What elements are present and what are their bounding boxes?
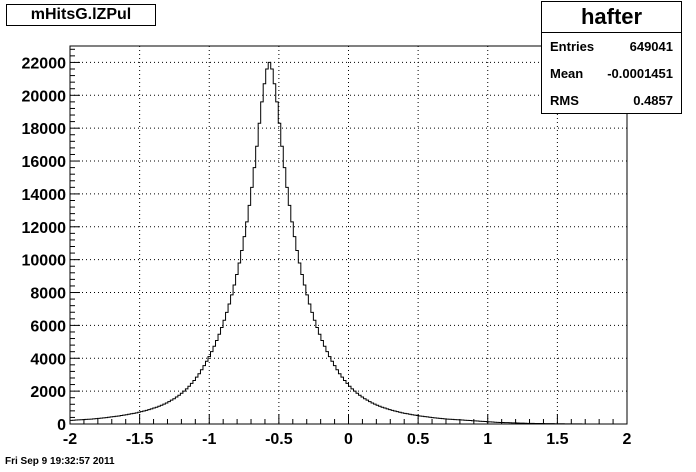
- mean-value: -0.0001451: [607, 66, 673, 81]
- x-tick-label: -0.5: [265, 431, 293, 448]
- stats-box: hafter Entries 649041 Mean -0.0001451 RM…: [541, 1, 682, 114]
- plot-frame: [69, 45, 628, 425]
- y-tick-label: 20000: [22, 88, 67, 105]
- x-tick-label: 0.5: [407, 431, 429, 448]
- x-tick-label: 0: [344, 431, 353, 448]
- x-tick-label: -2: [63, 431, 77, 448]
- y-tick-label: 16000: [22, 154, 67, 171]
- y-tick-label: 2000: [30, 384, 66, 401]
- y-tick-label: 0: [57, 417, 66, 434]
- entries-value: 649041: [629, 39, 673, 54]
- y-tick-label: 10000: [22, 253, 67, 270]
- rms-label: RMS: [550, 93, 579, 108]
- grid-lines: [70, 46, 627, 424]
- stats-title: hafter: [542, 2, 681, 33]
- x-tick-label: -1.5: [126, 431, 154, 448]
- y-tick-label: 4000: [30, 351, 66, 368]
- stats-mean-row: Mean -0.0001451: [542, 60, 681, 87]
- histogram-title: mHitsG.lZPul: [6, 4, 156, 26]
- y-tick-label: 8000: [30, 286, 66, 303]
- x-tick-label: 2: [623, 431, 632, 448]
- rms-value: 0.4857: [633, 93, 673, 108]
- y-tick-label: 6000: [30, 318, 66, 335]
- y-tick-label: 14000: [22, 187, 67, 204]
- x-tick-label: 1.5: [546, 431, 568, 448]
- histogram-line: [69, 61, 628, 425]
- stats-rms-row: RMS 0.4857: [542, 87, 681, 114]
- x-tick-label: 1: [483, 431, 492, 448]
- axes: [69, 48, 628, 425]
- x-tick-label: -1: [202, 431, 216, 448]
- mean-label: Mean: [550, 66, 584, 81]
- y-tick-label: 12000: [22, 220, 67, 237]
- y-tick-labels: 0 2000 4000 6000 8000 10000 12000 14000 16000 180…: [22, 55, 67, 434]
- timestamp-footer: Fri Sep 9 19:32:57 2011: [5, 456, 115, 467]
- entries-label: Entries: [550, 39, 595, 54]
- y-tick-label: 22000: [22, 55, 67, 72]
- x-tick-labels: -2 -1.5 -1 -0.5 0 0.5 1 1.5 2: [63, 431, 632, 448]
- y-tick-label: 18000: [22, 121, 67, 138]
- stats-entries-row: Entries 649041: [542, 33, 681, 60]
